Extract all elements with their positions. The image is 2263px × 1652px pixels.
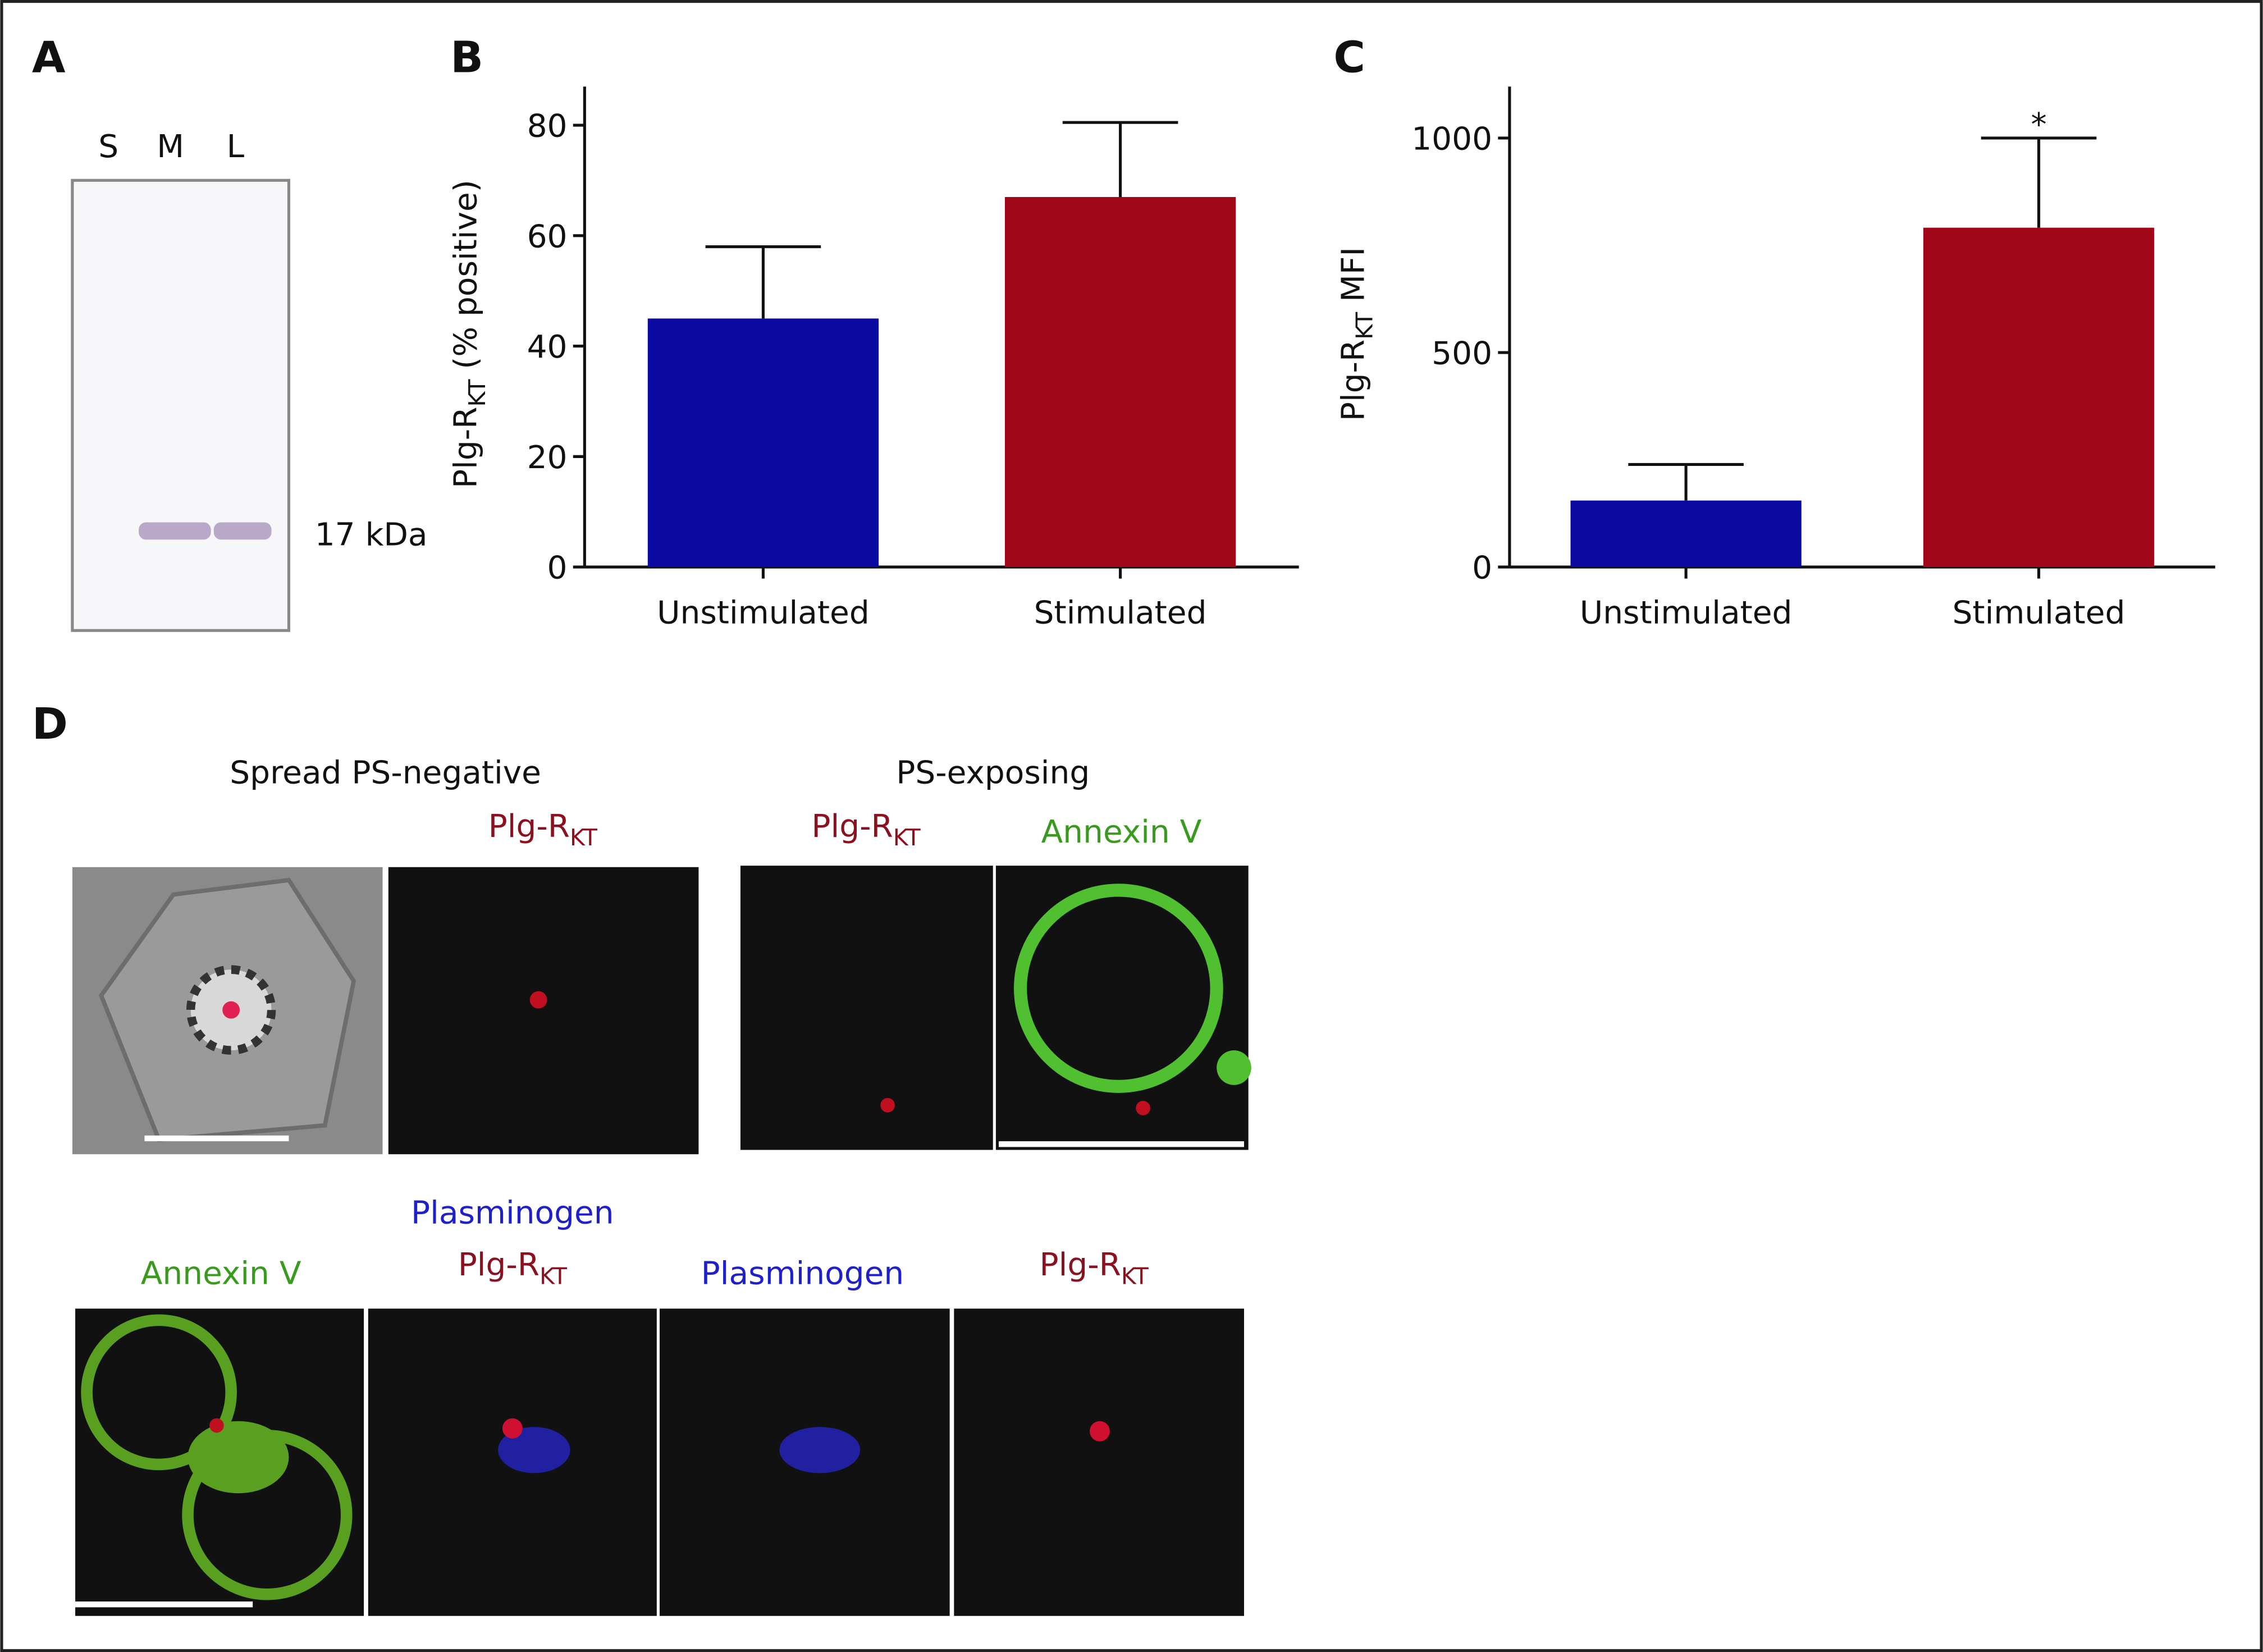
label-sub: KT: [570, 824, 598, 851]
blob: [188, 1421, 289, 1494]
image-label: Plg-RKT: [811, 808, 921, 851]
image: [995, 866, 1249, 1150]
image-label: Plasminogen: [411, 1195, 614, 1232]
band: [139, 522, 211, 540]
label-sub: KT: [893, 824, 921, 851]
image: [388, 867, 699, 1155]
spot: [502, 1418, 523, 1439]
y-axis-label-part: Plg-R: [1335, 340, 1371, 421]
panel-label: D: [32, 699, 68, 749]
y-tick-label: 60: [527, 218, 568, 255]
image-label: Plasminogen: [701, 1256, 904, 1292]
y-tick-label: 0: [547, 550, 568, 587]
image-label: Plg-RKT: [458, 1247, 568, 1289]
spot: [1136, 1101, 1150, 1115]
lane-label: M: [157, 129, 184, 165]
x-tick-label: Unstimulated: [1580, 594, 1793, 631]
spot: [880, 1098, 895, 1113]
band: [213, 522, 272, 540]
blob: [498, 1427, 570, 1473]
blot: [71, 179, 291, 632]
panel-label: B: [450, 33, 483, 83]
y-tick-label: 0: [1472, 550, 1492, 587]
ring: [1014, 884, 1223, 1093]
spot: [209, 1418, 224, 1433]
spot: [1217, 1050, 1251, 1085]
x-tick-label: Stimulated: [1953, 594, 2125, 631]
label-text: Plg-R: [1040, 1247, 1121, 1283]
image-title: PS-exposing: [896, 755, 1090, 791]
y-axis-label: Plg-RKT (% positive): [448, 180, 491, 488]
label-text: Plg-R: [458, 1247, 540, 1283]
label-text: Plg-R: [811, 808, 893, 845]
y-tick-label: 1000: [1411, 121, 1492, 157]
image-label: Plg-RKT: [1040, 1247, 1149, 1289]
x-tick-label: Stimulated: [1034, 594, 1207, 631]
x-tick-label: Unstimulated: [657, 594, 870, 631]
spot: [1089, 1421, 1110, 1442]
bar: [647, 318, 879, 568]
image-label: Annexin V: [141, 1256, 301, 1292]
lane-label: S: [98, 129, 118, 165]
image-title: Spread PS-negative: [230, 755, 541, 791]
image: [954, 1308, 1244, 1616]
label-sub: KT: [540, 1263, 568, 1290]
label-text: Plg-R: [488, 808, 570, 845]
lane-label: L: [227, 129, 245, 165]
bar: [1923, 227, 2155, 568]
y-axis-label: Plg-RKT MFI: [1335, 247, 1378, 421]
y-axis-label-part: (% positive): [448, 180, 484, 379]
y-tick-label: 40: [527, 329, 568, 365]
bar: [1570, 500, 1802, 568]
y-tick-label: 500: [1432, 336, 1492, 372]
blob: [779, 1427, 861, 1473]
marker-label: 17 kDa: [315, 517, 428, 553]
micrographs: [72, 866, 1251, 1616]
y-axis-label-part: KT: [1351, 312, 1378, 340]
y-axis-label-part: Plg-R: [448, 407, 484, 488]
ring: [81, 1314, 237, 1471]
y-axis-label-part: KT: [464, 379, 491, 407]
y-axis-label-part: MFI: [1335, 247, 1371, 312]
y-tick-label: 80: [527, 108, 568, 145]
image-label: Plg-RKT: [488, 808, 598, 851]
panel-label: A: [32, 33, 66, 83]
annotation: *: [2031, 107, 2046, 143]
panel-label: C: [1333, 33, 1365, 83]
image: [740, 866, 993, 1150]
y-tick-label: 20: [527, 440, 568, 476]
spot: [222, 1001, 240, 1019]
bar: [1004, 196, 1236, 568]
image-label: Annexin V: [1041, 814, 1202, 850]
label-sub: KT: [1121, 1263, 1149, 1290]
spot: [529, 991, 547, 1009]
